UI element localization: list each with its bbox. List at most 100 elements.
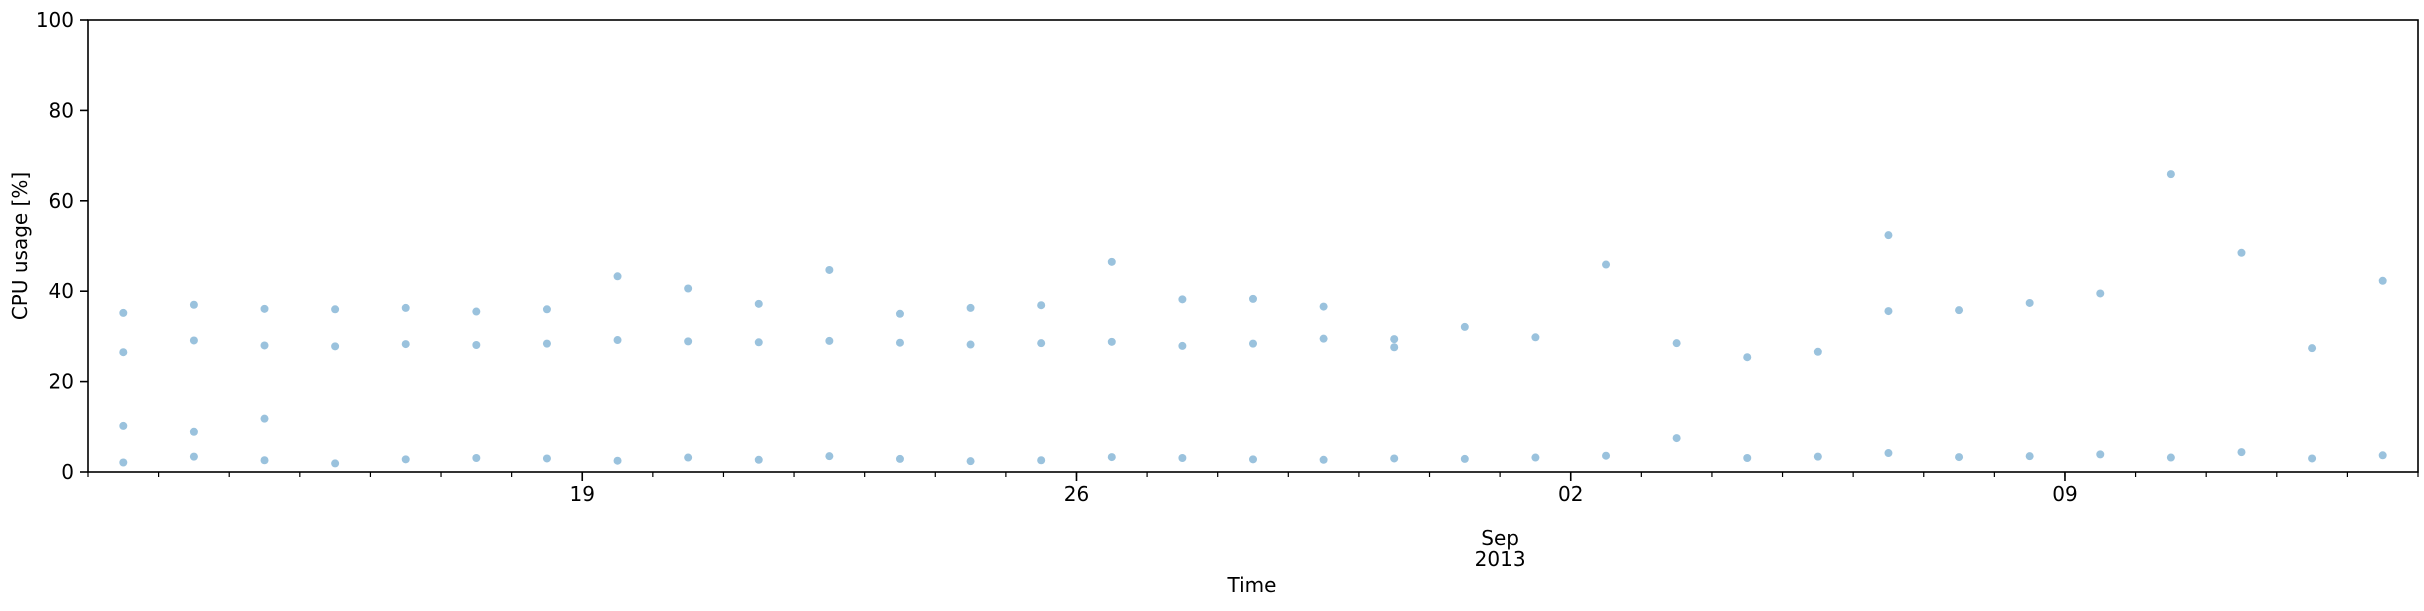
data-point — [1743, 353, 1752, 362]
data-point — [825, 452, 834, 461]
data-point — [2237, 448, 2246, 457]
data-point — [542, 305, 551, 314]
data-point — [1107, 257, 1116, 266]
data-point — [119, 458, 128, 467]
data-point — [1249, 294, 1257, 303]
data-point — [1390, 454, 1399, 463]
data-point — [542, 454, 551, 463]
data-point — [2025, 298, 2034, 307]
data-point — [2378, 451, 2387, 460]
data-point — [1602, 260, 1611, 269]
y-tick-label: 40 — [49, 279, 74, 303]
data-point — [189, 336, 198, 345]
data-point — [1955, 306, 1964, 315]
data-point — [1249, 339, 1257, 348]
data-point — [401, 455, 410, 464]
data-point — [1319, 455, 1328, 464]
data-point — [1460, 322, 1469, 331]
data-point — [1531, 453, 1540, 462]
data-point — [1884, 231, 1893, 240]
data-point — [966, 340, 975, 349]
data-point — [613, 456, 622, 465]
data-point — [472, 340, 481, 349]
data-point — [401, 340, 410, 349]
data-point — [966, 457, 975, 466]
data-point — [1955, 453, 1964, 462]
data-point — [1390, 343, 1399, 352]
plot-background — [88, 20, 2418, 472]
data-point — [401, 303, 410, 312]
data-point — [1178, 295, 1187, 304]
data-point — [2378, 276, 2387, 285]
y-tick-label: 60 — [49, 189, 74, 213]
data-point — [189, 452, 198, 461]
data-point — [260, 341, 269, 350]
data-point — [542, 339, 551, 348]
data-point — [754, 455, 763, 464]
data-point — [1037, 339, 1046, 348]
y-tick-label: 0 — [61, 460, 74, 484]
data-point — [189, 300, 198, 309]
x-axis-label: Time — [1227, 573, 1277, 597]
x-tick-label: 09 — [2052, 482, 2077, 506]
data-point — [1672, 339, 1681, 348]
data-point — [331, 459, 340, 468]
data-point — [754, 338, 763, 347]
x-tick-label: 19 — [570, 482, 595, 506]
data-point — [895, 338, 904, 347]
y-axis: 0 20 40 60 80 100 — [36, 8, 88, 484]
data-point — [189, 427, 198, 436]
data-point — [895, 309, 904, 318]
data-point — [1249, 455, 1257, 464]
data-point — [1107, 453, 1116, 462]
data-point — [1037, 301, 1046, 310]
plot-frame — [87, 19, 2419, 473]
data-point — [2025, 452, 2034, 461]
data-point — [825, 336, 834, 345]
data-point — [260, 456, 269, 465]
data-point — [684, 284, 693, 293]
data-point — [260, 414, 269, 423]
data-point — [1178, 453, 1187, 462]
data-point — [1390, 335, 1399, 344]
data-point — [260, 304, 269, 313]
data-point — [2166, 453, 2175, 462]
data-point — [613, 336, 622, 345]
data-point — [472, 453, 481, 462]
data-point — [1531, 333, 1540, 342]
y-tick-label: 80 — [49, 98, 74, 122]
data-point — [1107, 337, 1116, 346]
data-point — [754, 299, 763, 308]
data-point — [1884, 449, 1893, 458]
data-point — [684, 453, 693, 462]
data-point — [1319, 302, 1328, 311]
data-point — [331, 305, 340, 314]
data-point — [1672, 434, 1681, 443]
data-point — [1884, 307, 1893, 316]
data-point — [119, 308, 128, 317]
data-point — [2096, 450, 2105, 459]
data-point — [472, 307, 481, 316]
y-axis-label: CPU usage [%] — [8, 172, 32, 320]
data-point — [1178, 341, 1187, 350]
data-point — [895, 454, 904, 463]
data-point — [1743, 453, 1752, 462]
data-point — [2237, 248, 2246, 257]
y-tick-label: 20 — [49, 370, 74, 394]
data-point — [966, 303, 975, 312]
data-point — [1602, 451, 1611, 460]
data-point — [2166, 170, 2175, 179]
data-points — [119, 170, 2387, 468]
data-point — [1319, 334, 1328, 343]
data-point — [2308, 344, 2317, 353]
data-point — [613, 272, 622, 281]
data-point — [1813, 347, 1822, 356]
data-point — [331, 342, 340, 351]
data-point — [1813, 452, 1822, 461]
data-point — [119, 348, 128, 357]
data-point — [684, 337, 693, 346]
data-point — [825, 265, 834, 274]
data-point — [119, 421, 128, 430]
